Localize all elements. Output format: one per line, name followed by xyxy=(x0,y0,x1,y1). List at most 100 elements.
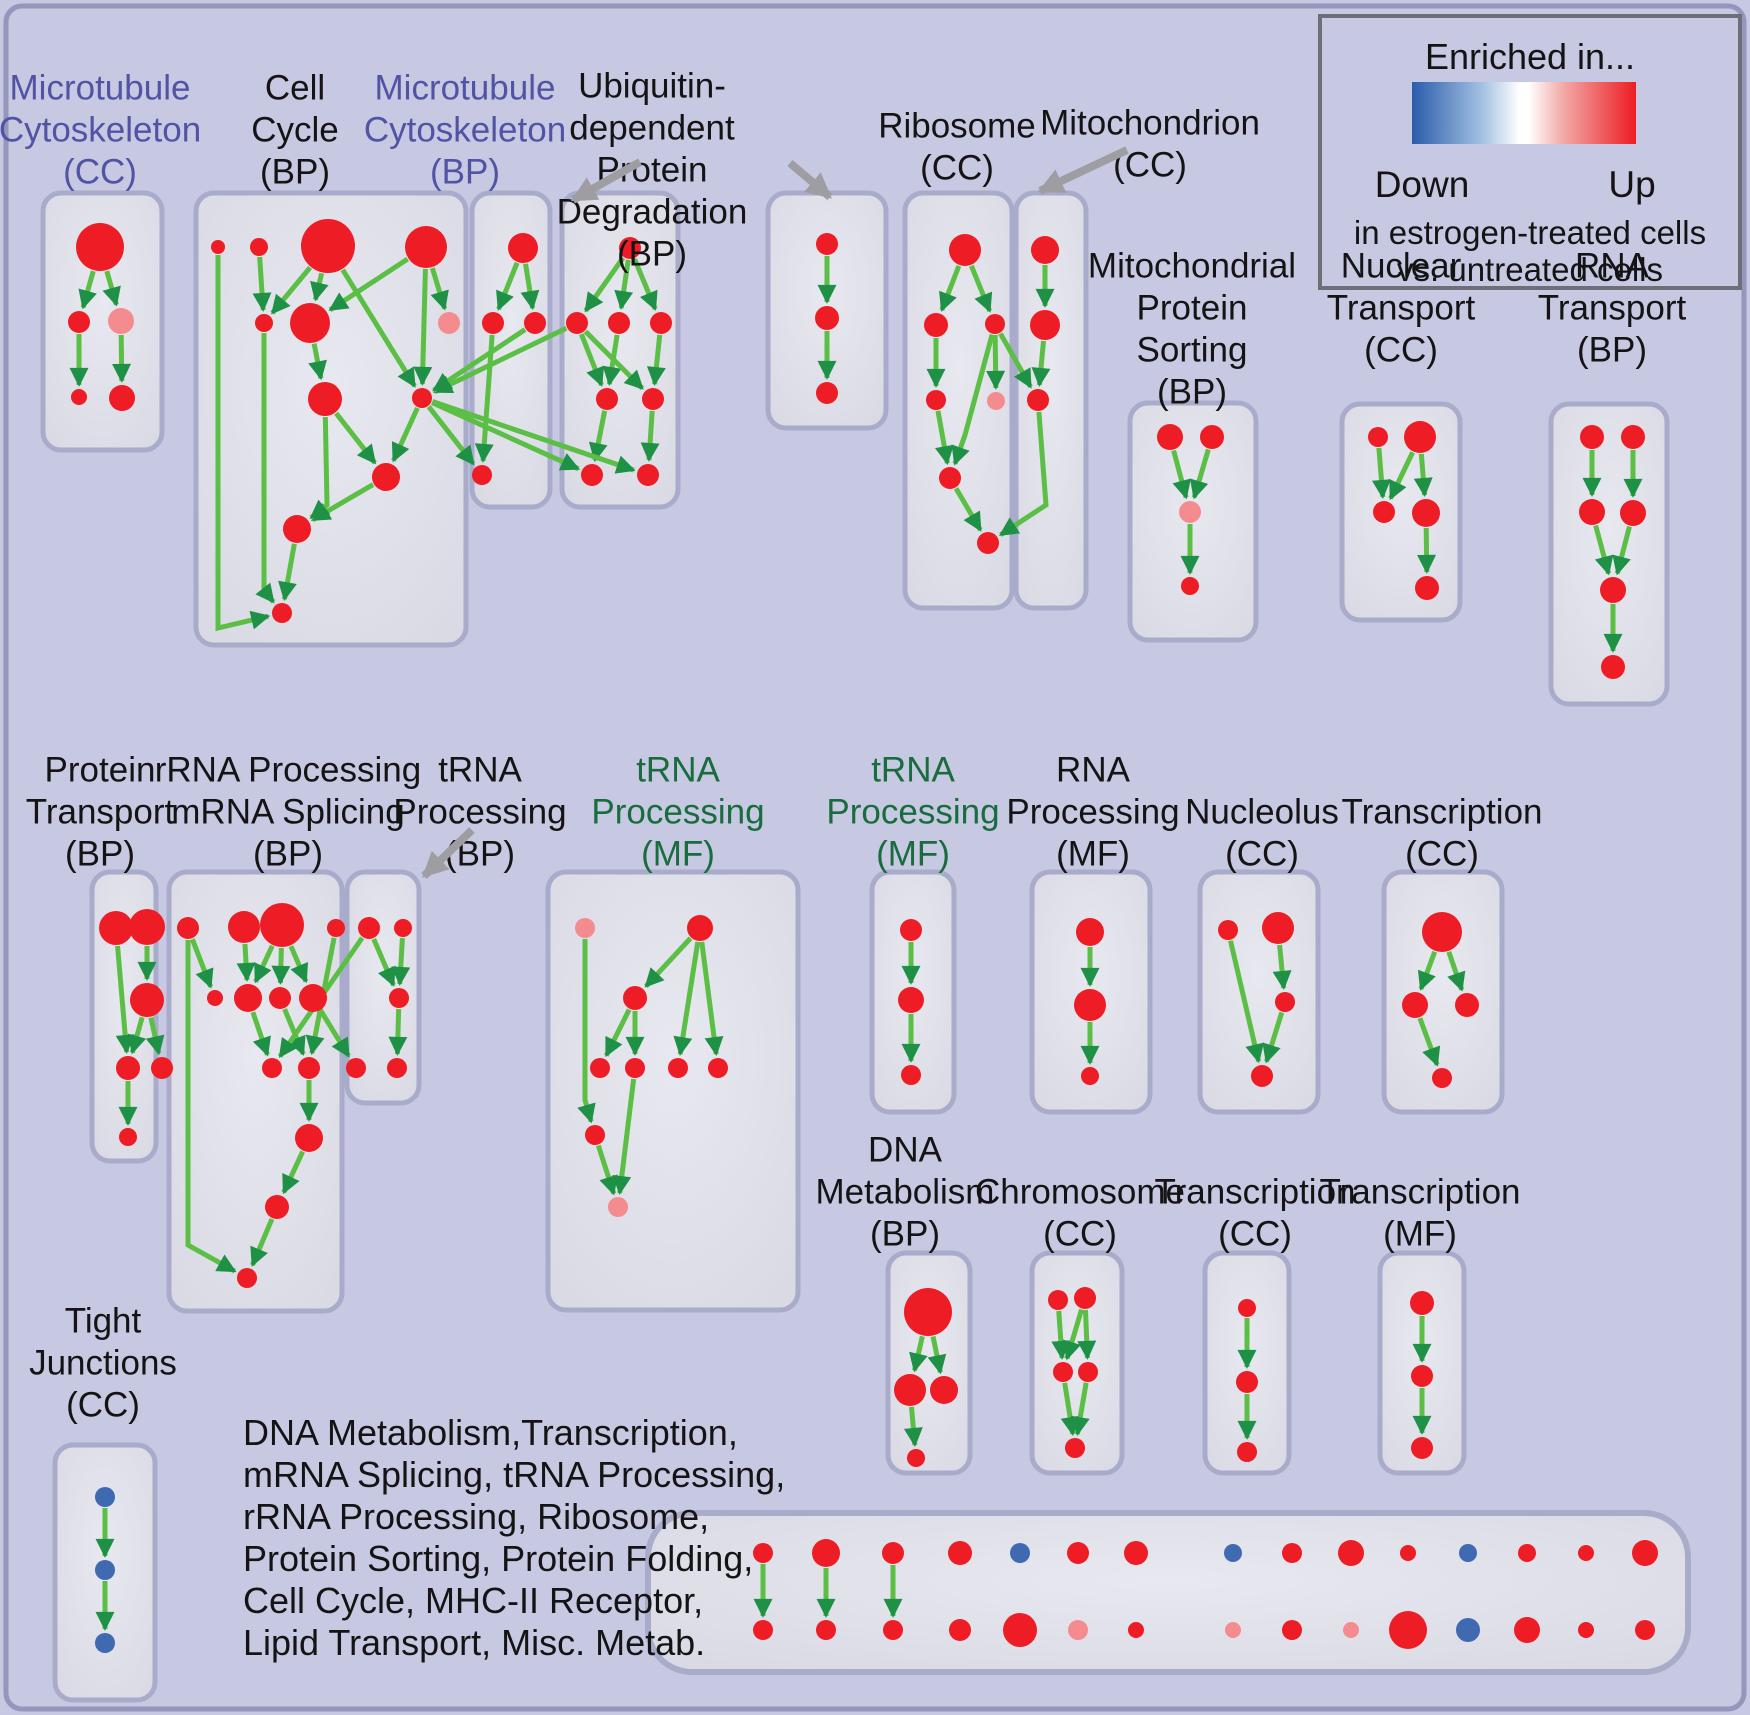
go-term-node xyxy=(1076,918,1104,946)
outer-border xyxy=(3,3,1747,1712)
edge-arrow xyxy=(604,1008,632,1058)
edge-arrow xyxy=(1388,451,1415,501)
go-term-node xyxy=(1074,989,1106,1021)
go-term-node xyxy=(1200,425,1224,449)
edge-arrow xyxy=(632,258,658,311)
edge-arrow xyxy=(1417,527,1437,574)
edge-arrow xyxy=(413,268,433,386)
strip-node-bottom xyxy=(816,1620,836,1640)
go-term-node xyxy=(358,917,380,939)
strip-node-top xyxy=(1067,1542,1089,1564)
go-term-node xyxy=(977,532,999,554)
go-term-node xyxy=(265,1195,289,1219)
go-term-node xyxy=(987,392,1005,410)
go-term-node xyxy=(405,226,447,268)
cluster-label-rna-processing-mf: RNA Processing (MF) xyxy=(1006,750,1179,873)
edge-arrow xyxy=(145,1017,165,1056)
cluster-label-chromosome-cc: Chromosome (CC) xyxy=(975,1172,1185,1253)
go-term-node xyxy=(211,240,225,254)
go-term-node xyxy=(619,237,641,259)
go-term-node xyxy=(815,306,839,330)
go-term-node xyxy=(177,917,199,939)
go-term-node xyxy=(299,984,327,1012)
go-term-node xyxy=(1236,1371,1258,1393)
go-term-node xyxy=(116,1056,140,1080)
cluster-label-protein-transport-bp: Protein Transport (BP) xyxy=(26,750,175,873)
go-term-node xyxy=(95,1487,115,1507)
go-term-node xyxy=(346,1058,366,1078)
edge-arrow xyxy=(308,343,327,381)
go-term-node xyxy=(255,314,273,332)
strip-node-top xyxy=(812,1539,840,1567)
edge-arrow xyxy=(1593,524,1614,576)
strip-node-top xyxy=(753,1543,773,1563)
strip-node-bottom xyxy=(949,1619,971,1641)
go-term-node xyxy=(269,987,291,1009)
go-term-node xyxy=(642,388,664,410)
go-term-node xyxy=(308,382,342,416)
go-term-node xyxy=(1237,1442,1257,1462)
edge-arrow xyxy=(282,1008,306,1056)
strip-node-bottom xyxy=(1343,1622,1359,1638)
go-term-node xyxy=(1065,1438,1085,1458)
go-term-node xyxy=(625,1058,645,1078)
cluster-label-trna-processing-mf-2: tRNA Processing (MF) xyxy=(826,750,999,873)
strip-node-bottom xyxy=(1514,1617,1540,1643)
go-term-node xyxy=(1179,501,1201,523)
go-term-node xyxy=(939,467,961,489)
edge-arrow xyxy=(281,1150,305,1195)
go-term-node xyxy=(581,464,603,486)
strip-node-top xyxy=(1578,1545,1594,1561)
pointer-to-trna-bp-box xyxy=(421,827,475,879)
strip-node-bottom xyxy=(1282,1620,1302,1640)
pointer-arrows-layer xyxy=(421,146,1129,879)
go-term-node xyxy=(272,603,292,623)
cluster-box-transcription-mf xyxy=(1377,1250,1467,1476)
legend-title: Enriched in... xyxy=(1424,36,1636,77)
go-term-node xyxy=(608,1197,628,1217)
edge-arrow xyxy=(986,334,1006,390)
go-term-node xyxy=(1411,1437,1433,1459)
edge-arrow xyxy=(432,327,527,393)
go-term-node xyxy=(907,1449,925,1467)
edge-arrow xyxy=(391,937,411,986)
edge-arrow xyxy=(1417,1017,1441,1067)
strip-node-top xyxy=(1459,1544,1477,1562)
strip-node-bottom xyxy=(1389,1611,1427,1649)
go-term-node xyxy=(68,311,90,333)
edge-arrow xyxy=(310,272,329,302)
go-term-node xyxy=(1621,425,1645,449)
go-term-node xyxy=(228,911,260,943)
go-term-node xyxy=(389,988,409,1008)
edge-arrow xyxy=(189,938,214,989)
strip-node-bottom xyxy=(1128,1622,1144,1638)
edge-arrow xyxy=(583,256,626,313)
edge-arrow xyxy=(496,261,520,311)
go-term-node xyxy=(130,983,164,1017)
go-term-node xyxy=(985,314,1005,334)
go-term-node xyxy=(1027,389,1049,411)
go-term-node xyxy=(1432,1068,1452,1088)
pointer-to-mitochondrion-box xyxy=(1037,146,1129,195)
edge-arrow xyxy=(1189,448,1211,500)
edge-arrow xyxy=(236,943,256,982)
pointer-to-ubiquitin-box-1 xyxy=(570,158,642,204)
edge-arrow xyxy=(934,410,954,466)
strip-node-top xyxy=(882,1542,904,1564)
edge-arrow xyxy=(1612,525,1632,576)
go-term-node xyxy=(95,1633,115,1653)
go-term-node xyxy=(1251,1065,1273,1087)
edge-arrow xyxy=(951,333,995,466)
edge-arrow xyxy=(271,947,291,985)
cluster-box-dna-metabolism-bp xyxy=(885,1250,973,1476)
go-term-node xyxy=(1402,992,1428,1018)
edge-arrow xyxy=(1031,340,1051,387)
go-term-node xyxy=(482,312,504,334)
edge-arrow xyxy=(431,399,636,474)
go-term-node xyxy=(1600,577,1626,603)
cluster-label-transcription-mf: Transcription (MF) xyxy=(1320,1172,1521,1253)
pointer-to-ubiquitin-box-2 xyxy=(787,159,833,201)
nodes-layer xyxy=(68,219,1658,1653)
edge-arrow xyxy=(673,941,701,1057)
